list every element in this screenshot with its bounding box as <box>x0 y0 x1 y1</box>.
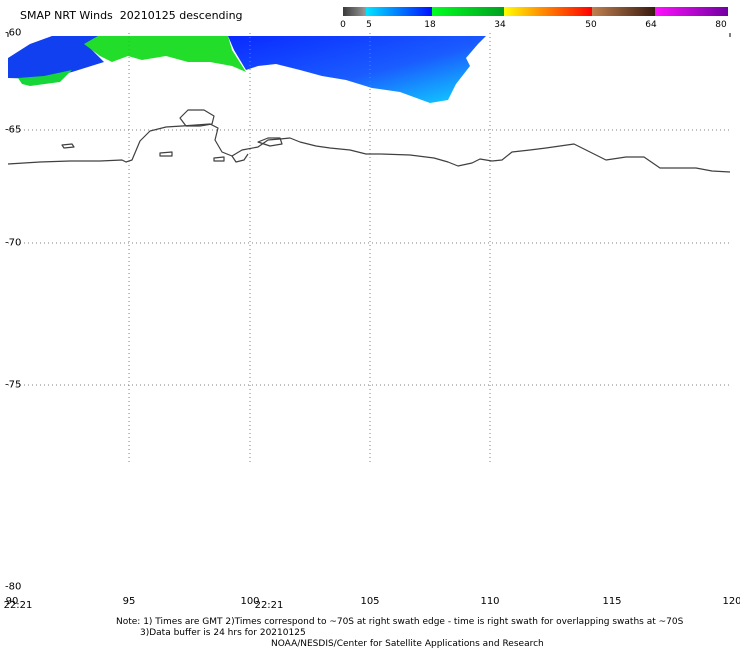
colorbar-segment-64-80 <box>655 7 728 16</box>
swath-blue-left <box>8 36 104 79</box>
map-grid <box>8 33 730 465</box>
swath-green-center <box>84 36 246 72</box>
island-small-3 <box>213 156 225 162</box>
lat-label-80: -80 <box>5 581 22 593</box>
colorbar-label-0: 0 <box>340 20 346 30</box>
footer-note-line2: 3)Data buffer is 24 hrs for 20210125 <box>140 628 306 638</box>
lat-label-75: -75 <box>5 379 22 391</box>
island-small-2 <box>159 151 173 157</box>
lon-label-90: 90 <box>5 596 19 607</box>
colorbar-label-34: 34 <box>494 20 506 30</box>
lon-label-105: 105 <box>360 596 380 607</box>
colorbar-label-18: 18 <box>424 20 436 30</box>
lon-label-110: 110 <box>480 596 500 607</box>
footer-credit: NOAA/NESDIS/Center for Satellite Applica… <box>271 639 544 649</box>
swath-green-lower-left <box>18 70 72 86</box>
map-title: SMAP NRT Winds 20210125 descending <box>20 9 243 22</box>
lat-label-60: -60 <box>5 27 22 39</box>
colorbar-label-5: 5 <box>366 20 372 30</box>
island-shackleton <box>257 137 283 147</box>
swath-blue-right <box>228 36 486 103</box>
colorbar-segment-50-64 <box>592 7 655 16</box>
wind-swath <box>8 36 486 103</box>
colorbar-segment-18-34 <box>432 7 504 16</box>
lon-label-115: 115 <box>602 596 622 607</box>
lat-label-70: -70 <box>5 237 22 249</box>
swath-time-label-center: 22:21 <box>254 600 284 611</box>
lat-label-65: -65 <box>5 124 22 136</box>
colorbar-segment-34-50 <box>504 7 592 16</box>
colorbar-segment-0-5 <box>343 7 366 16</box>
coastline <box>7 109 731 173</box>
colorbar-label-50: 50 <box>585 20 597 30</box>
coastline-inlet <box>231 153 249 163</box>
footer-note-line1: Note: 1) Times are GMT 2)Times correspon… <box>116 617 684 627</box>
colorbar-label-80: 80 <box>715 20 727 30</box>
lon-label-120: 120 <box>722 596 740 607</box>
island-small-1 <box>61 143 75 149</box>
plot-frame <box>7 33 731 37</box>
ice-shelf-outline <box>179 109 215 127</box>
lon-label-95: 95 <box>122 596 136 607</box>
coastline-main <box>7 123 731 173</box>
colorbar-label-64: 64 <box>645 20 657 30</box>
colorbar-segment-5-18 <box>366 7 432 16</box>
lon-label-100: 100 <box>240 596 260 607</box>
swath-time-label-left: 22:21 <box>3 600 33 611</box>
colorbar <box>343 7 728 16</box>
